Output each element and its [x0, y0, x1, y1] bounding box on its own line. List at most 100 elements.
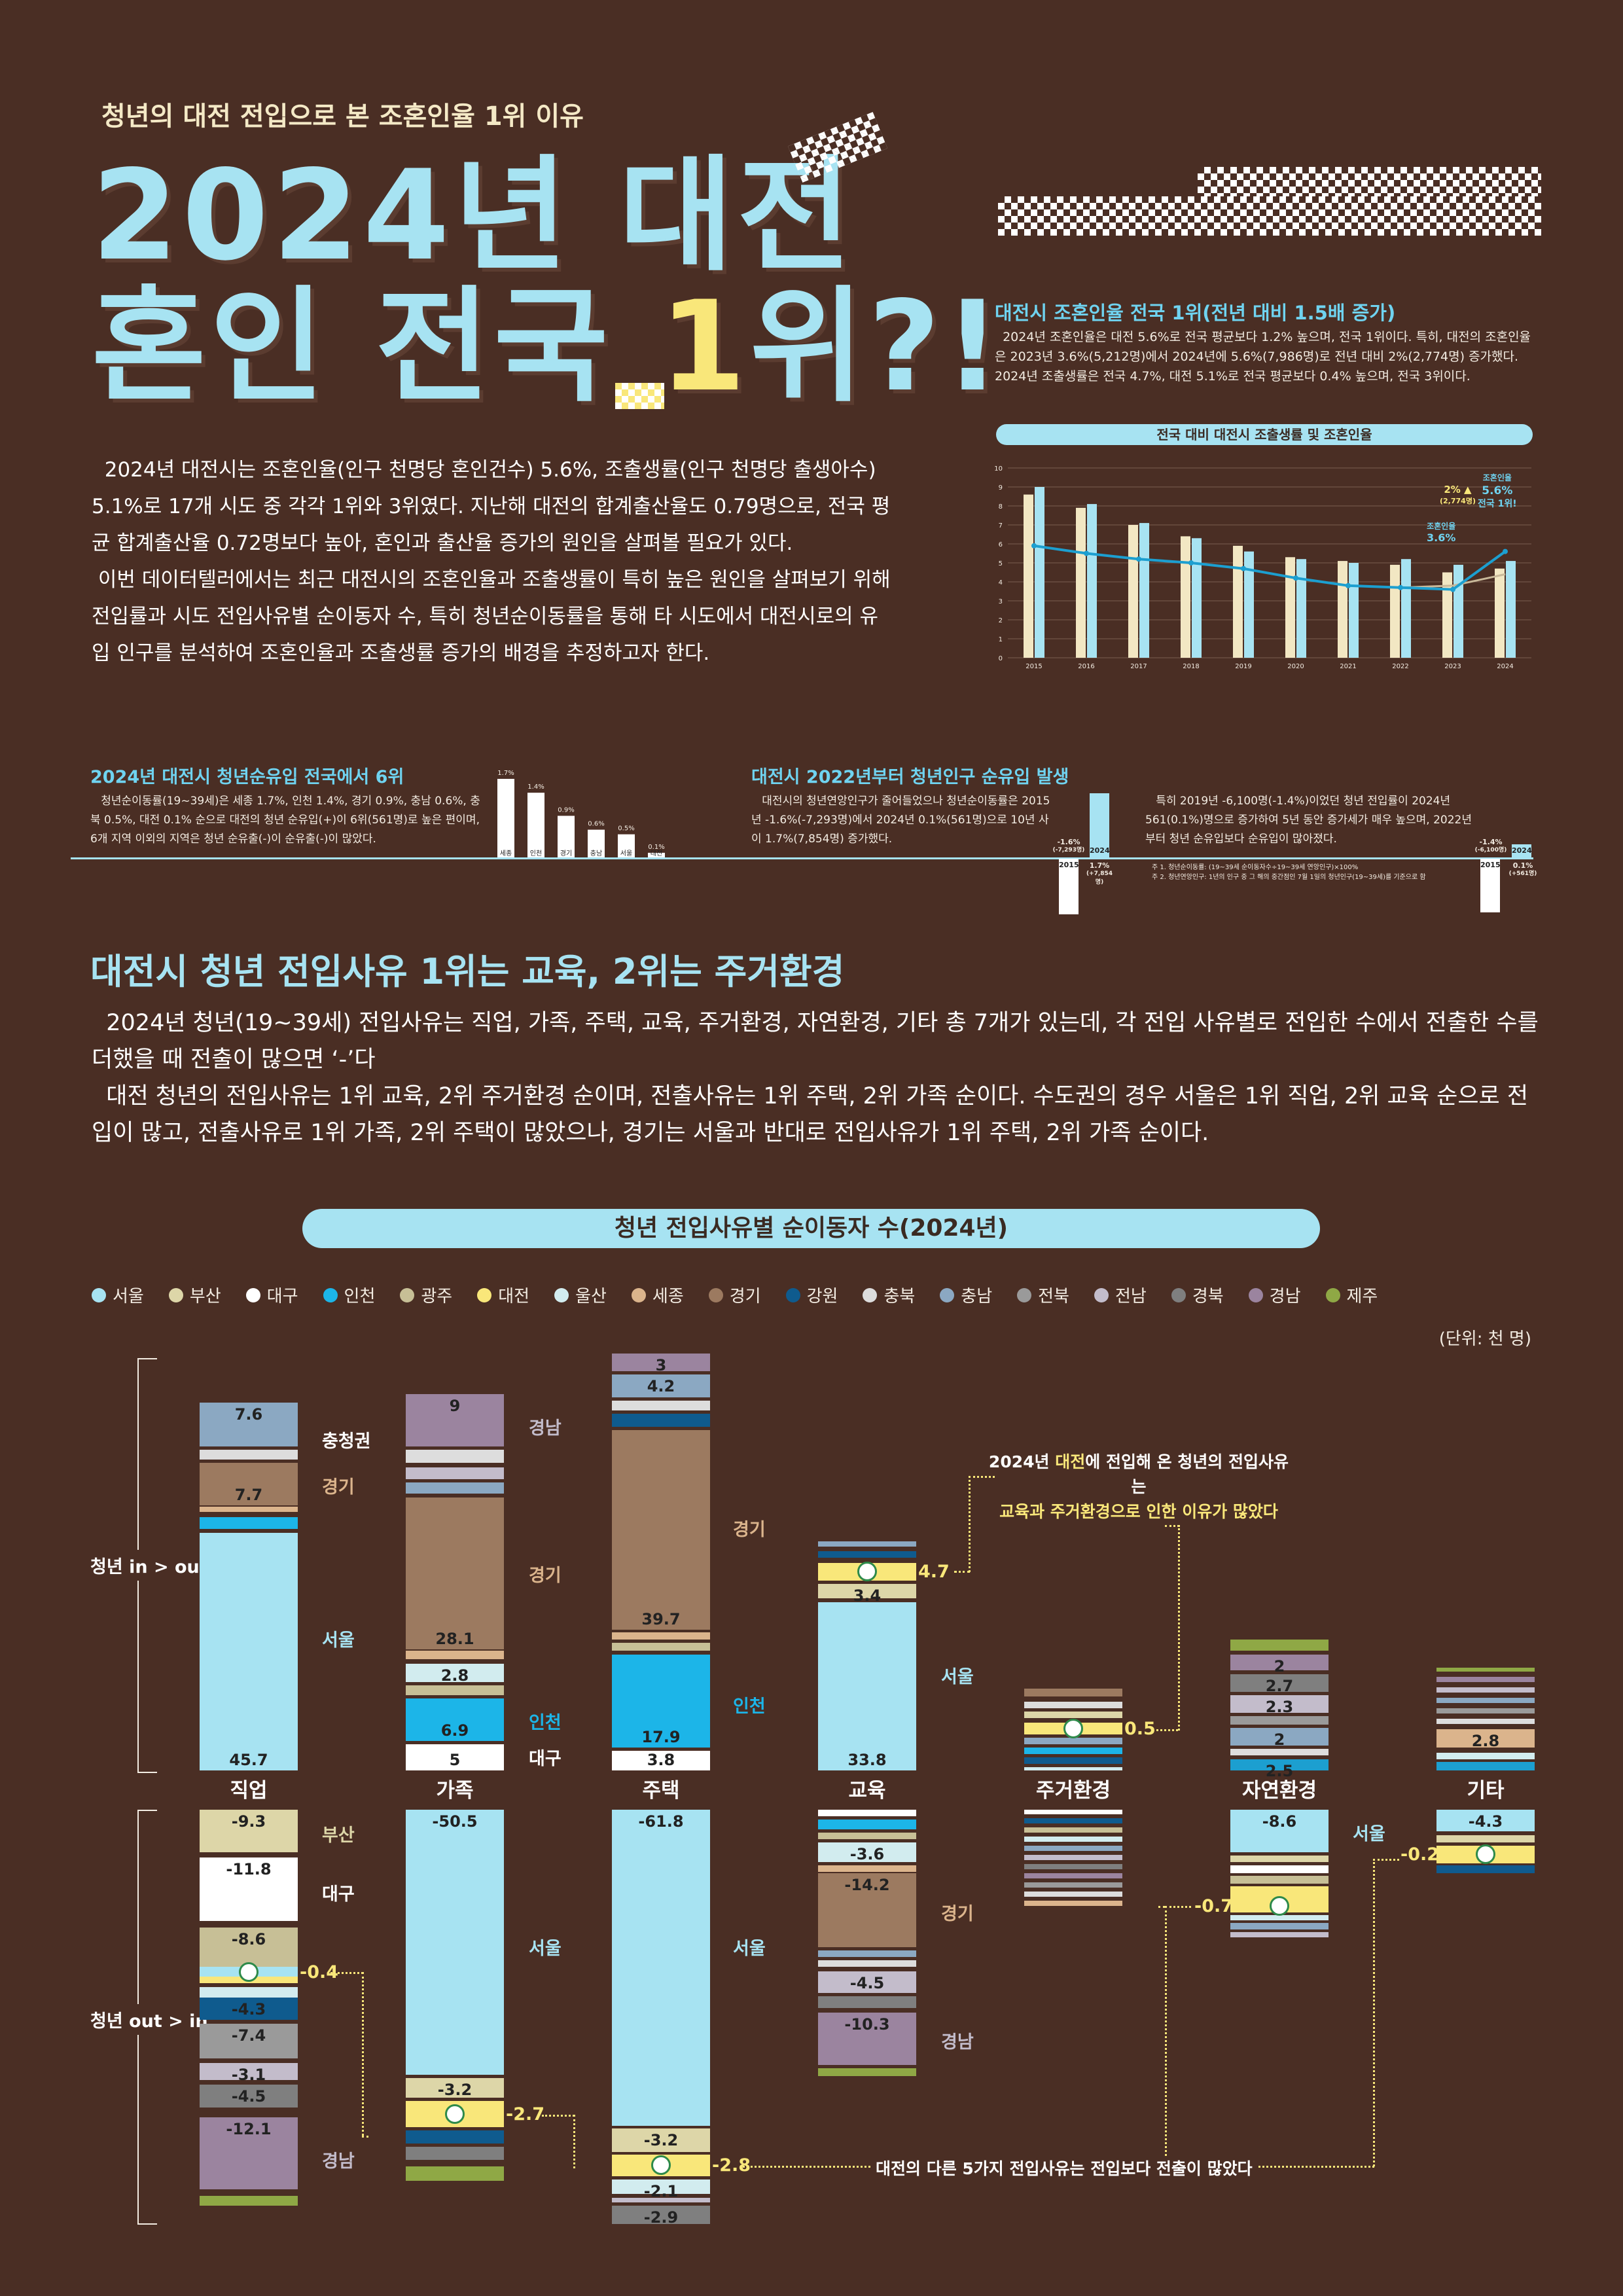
y-tick-label: 9: [999, 484, 1003, 492]
connector-line: [1165, 1525, 1179, 1528]
nature-out-segment: [1230, 1865, 1329, 1873]
housing-in-segment: [612, 1632, 710, 1640]
point-daejeon-marriage: [1450, 586, 1455, 592]
youth-inflow-value: 0.6%: [588, 821, 604, 828]
other-out-segment: [1436, 1835, 1535, 1842]
legend-item: 강원: [785, 1283, 838, 1307]
family-in-segment: 2.8: [406, 1664, 504, 1685]
bar-daejeon-birth: [1401, 559, 1411, 658]
env-in-segment: [1024, 1689, 1122, 1696]
mini2-bar-2015-neg: [1480, 859, 1500, 912]
region-label-seoul: 서울: [322, 1630, 355, 1651]
daejeon-value-nature: -0.7: [1194, 1896, 1234, 1916]
other-out-value: -4.3: [1468, 1812, 1503, 1831]
housing-out-value: -61.8: [638, 1812, 684, 1831]
youth-inflow-label: 세종: [500, 850, 512, 857]
cat-family: 가족: [436, 1779, 474, 1803]
env-out-segment: [1024, 1864, 1122, 1869]
youth-inflow-bar: [527, 793, 544, 857]
edu-out-segment: -10.3: [818, 2013, 916, 2065]
region-label-gyeonggi: 경기: [941, 1904, 974, 1924]
edu-in-segment: [818, 1541, 916, 1547]
daejeon-value-env: 0.5: [1124, 1719, 1156, 1739]
bar-national-birth: [1495, 568, 1505, 658]
job-out-value: -4.3: [231, 2000, 266, 2018]
housing-in-segment: 3.8: [612, 1751, 710, 1770]
x-tick-label: 2017: [1130, 663, 1147, 670]
chart1-title: 전국 대비 대전시 조출생률 및 조혼인율: [996, 424, 1533, 445]
other-in-value: 2.8: [1471, 1732, 1500, 1750]
other-in-segment: [1436, 1687, 1535, 1693]
env-out-segment: [1024, 1873, 1122, 1878]
family-out-segment: [406, 2166, 504, 2181]
legend-label: 전남: [1115, 1287, 1147, 1306]
job-out-segment: [200, 1987, 298, 1998]
region-label-gyeongnam: 경남: [529, 1418, 562, 1439]
legend-item: 인천: [323, 1283, 376, 1307]
cat-nature-env: 자연환경: [1241, 1779, 1317, 1803]
mini-bar-2024-label: 1.7% (+7,854명): [1086, 861, 1113, 886]
env-out-segment: [1024, 1855, 1122, 1860]
edu-in-value: 33.8: [847, 1751, 887, 1769]
youth-inflow-label: 경기: [560, 849, 572, 857]
legend-dot: [554, 1287, 569, 1302]
legend-label: 경남: [1269, 1287, 1301, 1306]
nature-in-segment: 2.3: [1230, 1695, 1329, 1716]
env-out-segment: [1024, 1810, 1122, 1814]
job-out-value: -4.5: [231, 2087, 266, 2106]
y-tick-label: 5: [999, 560, 1003, 567]
legend-label: 대전: [498, 1287, 530, 1306]
legend-label: 광주: [421, 1287, 453, 1306]
env-in-segment: [1024, 1757, 1122, 1764]
bar-daejeon-birth: [1035, 487, 1044, 658]
point-daejeon-marriage: [1241, 565, 1246, 571]
housing-in-segment: [612, 1643, 710, 1651]
annotation-bottom: 대전의 다른 5가지 전입사유는 전입보다 전출이 많았다: [870, 2156, 1258, 2179]
edu-out-segment: -4.5: [818, 1971, 916, 1993]
legend-item: 충북: [863, 1283, 915, 1307]
legend-label: 대구: [266, 1287, 298, 1306]
x-tick-label: 2019: [1235, 663, 1251, 670]
daejeon-value-edu: 4.7: [918, 1562, 950, 1582]
job-in-value: 7.6: [234, 1405, 263, 1424]
connector-line: [362, 2136, 368, 2139]
legend-dot: [1094, 1287, 1109, 1302]
connector-line: [1152, 1729, 1178, 1732]
connector-line: [1165, 1906, 1191, 1909]
job-out-segment: [200, 2196, 298, 2206]
connector-line: [542, 2115, 575, 2118]
region-label-daegu: 대구: [529, 1749, 562, 1769]
youth-inflow-bar: [558, 816, 575, 857]
cat-education: 교육: [848, 1779, 886, 1803]
family-in-value: 28.1: [435, 1630, 474, 1648]
legend-label: 충북: [883, 1287, 916, 1306]
edu-out-value: -10.3: [844, 2015, 890, 2034]
job-out-segment: -12.1: [200, 2117, 298, 2189]
x-tick-label: 2023: [1444, 663, 1461, 670]
other-in-segment: [1436, 1698, 1535, 1703]
chart1-ann-5-6: 조혼인율 5.6% 전국 1위!: [1478, 473, 1517, 509]
connector-line: [969, 1476, 972, 1572]
job-in-segment: [200, 1507, 298, 1512]
family-in-value: 5: [449, 1751, 461, 1769]
bar-national-birth: [1181, 536, 1190, 658]
job-out-segment: -3.1: [200, 2063, 298, 2084]
env-in-segment: [1024, 1712, 1122, 1718]
legend-label: 인천: [344, 1287, 376, 1306]
edu-out-segment: -3.6: [818, 1842, 916, 1863]
chart1-ann-2pct: 2% ▲ (2,774명): [1440, 484, 1476, 506]
region-label-daegu: 대구: [322, 1884, 355, 1905]
net-inflow-body1: 대전시의 청년연앙인구가 줄어들었으나 청년순이동률은 2015년 -1.6%(…: [751, 795, 1050, 846]
edu-in-segment: [818, 1551, 916, 1558]
housing-in-segment: 17.9: [612, 1655, 710, 1748]
x-tick-label: 2022: [1392, 663, 1408, 670]
main-title-line1: 2024년 대전: [92, 143, 856, 288]
nature-in-segment: 2.5: [1230, 1759, 1329, 1780]
edu-in-segment: 33.8: [818, 1602, 916, 1770]
cat-other: 기타: [1467, 1779, 1505, 1803]
youth-inflow-title: 2024년 대전시 청년순유입 전국에서 6위: [90, 767, 404, 787]
checker-decoration-strip-top: [1198, 167, 1541, 196]
housing-out-segment: -2.1: [612, 2179, 710, 2200]
other-out-segment: -4.3: [1436, 1810, 1535, 1831]
job-out-segment: -4.5: [200, 2085, 298, 2108]
